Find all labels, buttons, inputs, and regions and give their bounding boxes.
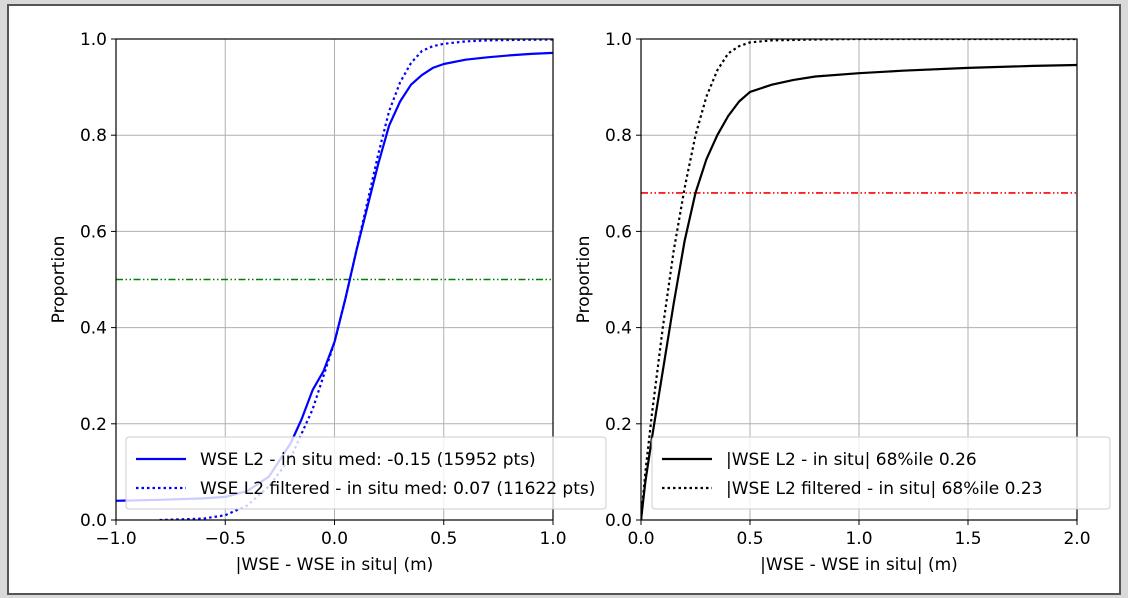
right-x-tick-label: 2.0 [1063,529,1090,549]
right-legend-entry-0: |WSE L2 - in situ| 68%ile 0.26 [726,450,977,470]
right-y-axis-label: Proportion [574,236,594,324]
right-legend-box [651,436,1111,510]
left-y-tick-label: 0.4 [80,319,107,339]
left-legend: WSE L2 - in situ med: -0.15 (15952 pts) … [125,436,607,510]
right-series-line-1 [641,39,1077,520]
right-x-tick-label: 1.0 [845,529,872,549]
right-x-tick-label: 1.5 [954,529,981,549]
left-y-tick-label: 0.8 [80,126,107,146]
right-legend-entry-1: |WSE L2 filtered - in situ| 68%ile 0.23 [726,479,1043,499]
figure-canvas: −1.0 −0.5 0.0 0.5 1.0 0.0 0.2 0.4 0.6 0.8 1.0 |WSE… [49,30,1111,575]
left-x-tick-label: 1.0 [539,529,566,549]
figure-frame: −1.0 −0.5 0.0 0.5 1.0 0.0 0.2 0.4 0.6 0.8 1.0 |WSE… [7,4,1121,595]
left-x-tick-label: 0.5 [430,529,457,549]
right-y-tick-label: 0.8 [605,126,632,146]
left-series-line-1 [159,39,553,520]
left-y-tick-label: 1.0 [80,30,107,50]
right-series-group [641,39,1077,520]
left-ticks: −1.0 −0.5 0.0 0.5 1.0 0.0 0.2 0.4 0.6 0.8 1.0 [80,30,567,549]
left-plot-panel: −1.0 −0.5 0.0 0.5 1.0 0.0 0.2 0.4 0.6 0.8 1.0 |WSE… [49,30,607,575]
right-x-tick-label: 0.5 [736,529,763,549]
right-y-tick-label: 0.6 [605,222,632,242]
right-y-tick-label: 0.2 [605,415,632,435]
right-legend: |WSE L2 - in situ| 68%ile 0.26 |WSE L2 f… [651,436,1111,510]
left-y-tick-label: 0.2 [80,415,107,435]
right-y-tick-label: 0.4 [605,319,632,339]
right-plot-panel: 0.0 0.5 1.0 1.5 2.0 0.0 0.2 0.4 0.6 0.8 1.0 |WSE -… [574,30,1111,575]
left-x-tick-label: 0.0 [321,529,348,549]
right-x-tick-label: 0.0 [627,529,654,549]
left-legend-box [125,436,607,510]
left-y-tick-label: 0.6 [80,222,107,242]
left-y-axis-label: Proportion [49,236,69,324]
right-x-axis-label: |WSE - WSE in situ| (m) [760,555,958,575]
left-x-tick-label: −1.0 [95,529,136,549]
right-ticks: 0.0 0.5 1.0 1.5 2.0 0.0 0.2 0.4 0.6 0.8 1.0 [605,30,1091,549]
left-legend-entry-0: WSE L2 - in situ med: -0.15 (15952 pts) [200,450,536,470]
left-x-axis-label: |WSE - WSE in situ| (m) [236,555,434,575]
right-series-line-0 [641,63,1077,520]
right-y-tick-label: 1.0 [605,30,632,50]
left-x-tick-label: −0.5 [205,529,246,549]
left-legend-entry-1: WSE L2 filtered - in situ med: 0.07 (116… [200,479,595,499]
right-y-tick-label: 0.0 [605,511,632,531]
left-y-tick-label: 0.0 [80,511,107,531]
